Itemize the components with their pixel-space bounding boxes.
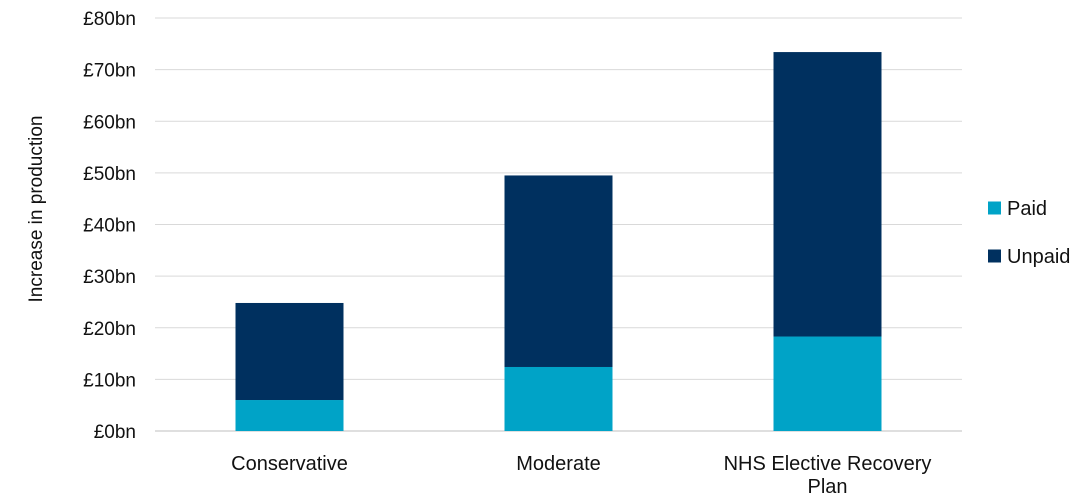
y-tick-label: £0bn [94, 422, 136, 443]
legend-label-paid: Paid [1007, 198, 1047, 220]
y-tick-label: £10bn [83, 370, 136, 391]
y-tick-label: £50bn [83, 164, 136, 185]
y-axis-label: Increase in production [26, 116, 47, 303]
x-category-label: Moderate [516, 453, 601, 475]
bars [235, 52, 882, 431]
y-tick-label: £20bn [83, 319, 136, 340]
y-tick-label: £30bn [83, 267, 136, 288]
bar-unpaid-nhs-elective-recovery-plan [773, 52, 882, 337]
x-category-label: NHS Elective Recovery Plan [724, 453, 932, 498]
bar-unpaid-moderate [504, 175, 613, 367]
x-category-label: Conservative [231, 453, 348, 475]
y-tick-label: £40bn [83, 216, 136, 237]
x-axis-categories: Conservative Moderate NHS Elective Recover… [231, 453, 931, 498]
bar-paid-nhs-elective-recovery-plan [773, 336, 882, 431]
bar-paid-moderate [504, 366, 613, 431]
y-tick-label: £70bn [83, 61, 136, 82]
legend-label-unpaid: Unpaid [1007, 246, 1070, 268]
y-tick-label: £60bn [83, 112, 136, 133]
bar-unpaid-conservative [235, 302, 344, 401]
y-axis-ticks: £0bn £10bn £20bn £30bn £40bn £50bn £60bn £70bn £… [83, 9, 136, 443]
y-tick-label: £80bn [83, 9, 136, 30]
bar-paid-conservative [235, 400, 344, 431]
legend-swatch-paid [988, 201, 1001, 215]
legend: Paid Unpaid [988, 198, 1070, 268]
legend-swatch-unpaid [988, 249, 1001, 263]
